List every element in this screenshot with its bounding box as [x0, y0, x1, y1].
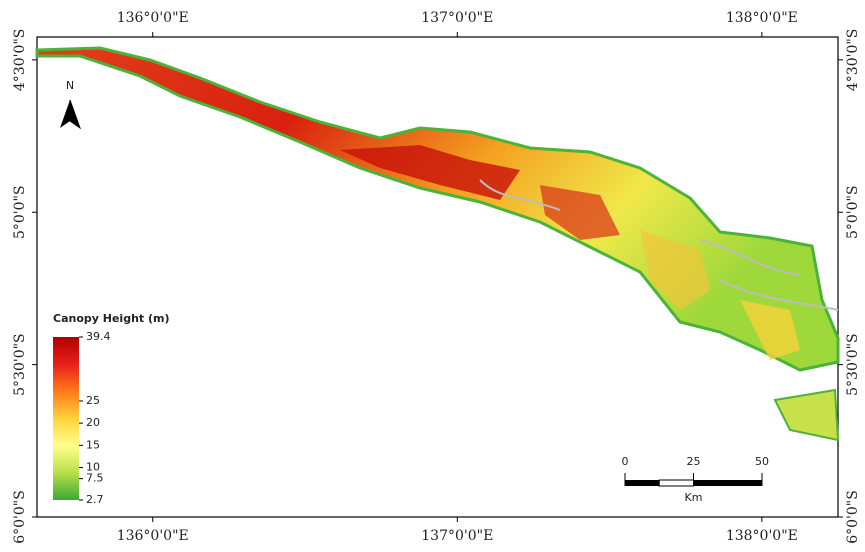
scale-segment [658, 479, 694, 487]
legend-tick-label: 15 [86, 438, 100, 451]
legend-colorbar [53, 337, 79, 500]
lat-label-left: 5°0'0"S [12, 185, 28, 239]
lat-label-left: 4°30'0"S [12, 29, 28, 92]
lat-label-right: 5°30'0"S [845, 333, 861, 396]
legend-title: Canopy Height (m) [53, 312, 170, 325]
scale-segment [693, 480, 762, 486]
legend-tick-label: 2.7 [86, 493, 104, 506]
north-label: N [66, 79, 74, 92]
lat-label-right: 5°0'0"S [845, 185, 861, 239]
forest-cover [35, 46, 840, 442]
lon-label-top: 137°0'0"E [421, 10, 493, 26]
legend-tick-label: 20 [86, 416, 100, 429]
lon-label-top: 136°0'0"E [117, 10, 189, 26]
north-arrow: N [60, 79, 81, 130]
lat-label-left: 6°0'0"S [12, 490, 28, 544]
scale-label: 0 [622, 455, 629, 468]
lon-label-bottom: 137°0'0"E [421, 528, 493, 544]
legend-tick-label: 10 [86, 461, 100, 474]
legend-tick-label: 25 [86, 394, 100, 407]
scale-label: 50 [755, 455, 769, 468]
scale-label: 25 [687, 455, 701, 468]
lon-label-top: 138°0'0"E [726, 10, 798, 26]
lat-label-right: 4°30'0"S [845, 29, 861, 92]
lon-label-bottom: 136°0'0"E [117, 528, 189, 544]
legend-tick-label: 39.4 [86, 330, 111, 343]
legend-tick-label: 7.5 [86, 472, 104, 485]
scale-unit: Km [685, 491, 703, 504]
lat-label-right: 6°0'0"S [845, 490, 861, 544]
lat-label-left: 5°30'0"S [12, 333, 28, 396]
lon-label-bottom: 138°0'0"E [726, 528, 798, 544]
scale-segment [625, 480, 660, 486]
